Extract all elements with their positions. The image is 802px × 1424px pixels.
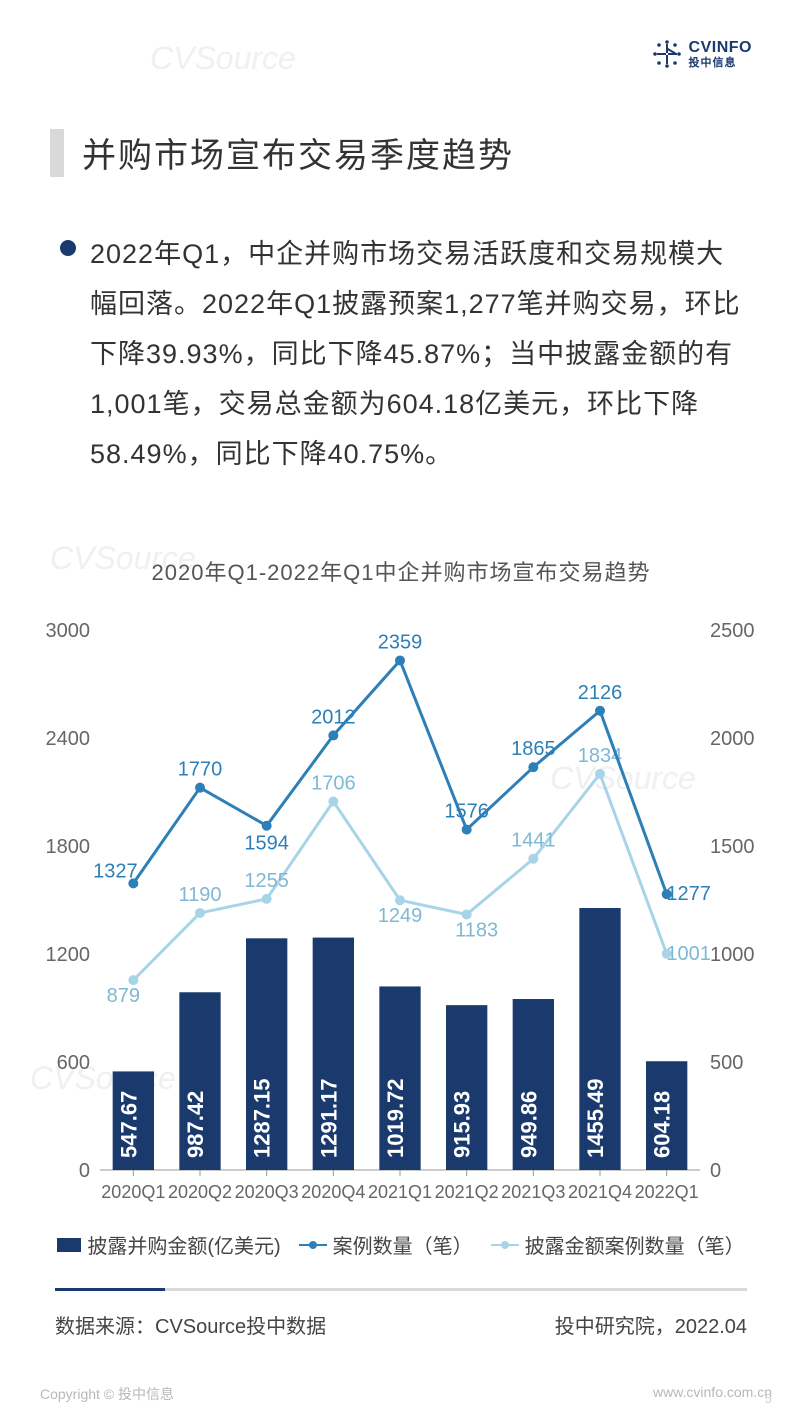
svg-text:0: 0 (79, 1160, 90, 1182)
legend-line1-label: 案例数量（笔） (333, 1230, 473, 1259)
svg-text:2021Q2: 2021Q2 (435, 1182, 499, 1202)
title-accent-bar (50, 129, 64, 177)
svg-text:1249: 1249 (378, 905, 423, 927)
svg-text:1770: 1770 (178, 759, 223, 781)
svg-text:1800: 1800 (46, 836, 91, 858)
logo-burst-icon (651, 38, 683, 70)
page-number: 5 (765, 1391, 772, 1406)
svg-text:2020Q4: 2020Q4 (301, 1182, 365, 1202)
svg-text:0: 0 (710, 1160, 721, 1182)
svg-text:1183: 1183 (455, 919, 498, 941)
divider (55, 1288, 747, 1291)
legend-line2-label: 披露金额案例数量（笔） (525, 1230, 745, 1259)
svg-text:879: 879 (107, 985, 140, 1007)
divider-accent (55, 1288, 165, 1291)
brand-logo: CVINFO 投中信息 (651, 38, 752, 70)
svg-text:547.67: 547.67 (116, 1091, 141, 1158)
svg-text:2126: 2126 (578, 682, 623, 704)
data-source: 数据来源：CVSource投中数据 (55, 1310, 326, 1339)
source-row: 数据来源：CVSource投中数据 投中研究院，2022.04 (55, 1310, 747, 1339)
watermark: CVSource (150, 40, 296, 77)
svg-text:915.93: 915.93 (450, 1091, 475, 1158)
legend-bar-item: 披露并购金额(亿美元) (57, 1230, 280, 1259)
svg-text:1500: 1500 (710, 836, 755, 858)
svg-text:1327: 1327 (93, 860, 138, 882)
svg-text:2020Q1: 2020Q1 (101, 1182, 165, 1202)
logo-main-text: CVINFO (689, 39, 752, 57)
svg-text:1277: 1277 (666, 883, 711, 905)
svg-text:949.86: 949.86 (516, 1091, 541, 1158)
svg-text:2020Q3: 2020Q3 (235, 1182, 299, 1202)
svg-text:1441: 1441 (511, 830, 556, 852)
svg-text:1255: 1255 (244, 870, 289, 892)
body-text: 2022年Q1，中企并购市场交易活跃度和交易规模大幅回落。2022年Q1披露预案… (60, 230, 742, 480)
svg-text:2022Q1: 2022Q1 (635, 1182, 699, 1202)
svg-text:2012: 2012 (311, 706, 356, 728)
bullet-icon (60, 240, 76, 256)
svg-text:2359: 2359 (378, 631, 423, 653)
svg-text:1287.15: 1287.15 (250, 1078, 275, 1158)
svg-text:987.42: 987.42 (183, 1091, 208, 1158)
svg-text:1000: 1000 (710, 944, 755, 966)
svg-text:1019.72: 1019.72 (383, 1078, 408, 1158)
svg-text:500: 500 (710, 1052, 743, 1074)
chart-title: 2020年Q1-2022年Q1中企并购市场宣布交易趋势 (0, 555, 802, 587)
title-block: 并购市场宣布交易季度趋势 (50, 128, 514, 177)
svg-text:1706: 1706 (311, 773, 356, 795)
legend-line1-swatch (299, 1244, 327, 1246)
svg-text:2021Q4: 2021Q4 (568, 1182, 632, 1202)
svg-text:1200: 1200 (46, 944, 91, 966)
svg-text:1001: 1001 (666, 943, 711, 965)
legend-bar-label: 披露并购金额(亿美元) (87, 1230, 280, 1259)
svg-text:2400: 2400 (46, 728, 91, 750)
report-author: 投中研究院，2022.04 (555, 1310, 747, 1339)
body-paragraph: 2022年Q1，中企并购市场交易活跃度和交易规模大幅回落。2022年Q1披露预案… (90, 230, 742, 480)
svg-text:2000: 2000 (710, 728, 755, 750)
svg-text:3000: 3000 (46, 620, 91, 642)
legend-line1-item: 案例数量（笔） (299, 1230, 473, 1259)
legend-bar-swatch (57, 1238, 81, 1252)
svg-text:1865: 1865 (511, 738, 556, 760)
page-title: 并购市场宣布交易季度趋势 (82, 128, 514, 177)
svg-text:2021Q1: 2021Q1 (368, 1182, 432, 1202)
svg-text:1291.17: 1291.17 (316, 1078, 341, 1158)
website-url: www.cvinfo.com.cn (653, 1384, 772, 1404)
chart-legend: 披露并购金额(亿美元) 案例数量（笔） 披露金额案例数量（笔） (40, 1230, 762, 1259)
logo-sub-text: 投中信息 (689, 57, 752, 69)
svg-text:1190: 1190 (178, 884, 221, 906)
legend-line2-swatch (491, 1244, 519, 1246)
svg-text:2020Q2: 2020Q2 (168, 1182, 232, 1202)
svg-text:604.18: 604.18 (650, 1091, 675, 1158)
svg-text:2021Q3: 2021Q3 (501, 1182, 565, 1202)
footer: Copyright © 投中信息 www.cvinfo.com.cn (40, 1384, 772, 1404)
svg-text:2500: 2500 (710, 620, 755, 642)
legend-line2-item: 披露金额案例数量（笔） (491, 1230, 745, 1259)
combo-chart: 0 600 1200 1800 2400 3000 0 500 1000 1500 2000 2500… (40, 600, 760, 1220)
svg-text:1594: 1594 (244, 833, 289, 855)
svg-text:1576: 1576 (444, 801, 489, 823)
copyright: Copyright © 投中信息 (40, 1384, 174, 1404)
svg-text:600: 600 (57, 1052, 90, 1074)
svg-text:1455.49: 1455.49 (583, 1078, 608, 1158)
